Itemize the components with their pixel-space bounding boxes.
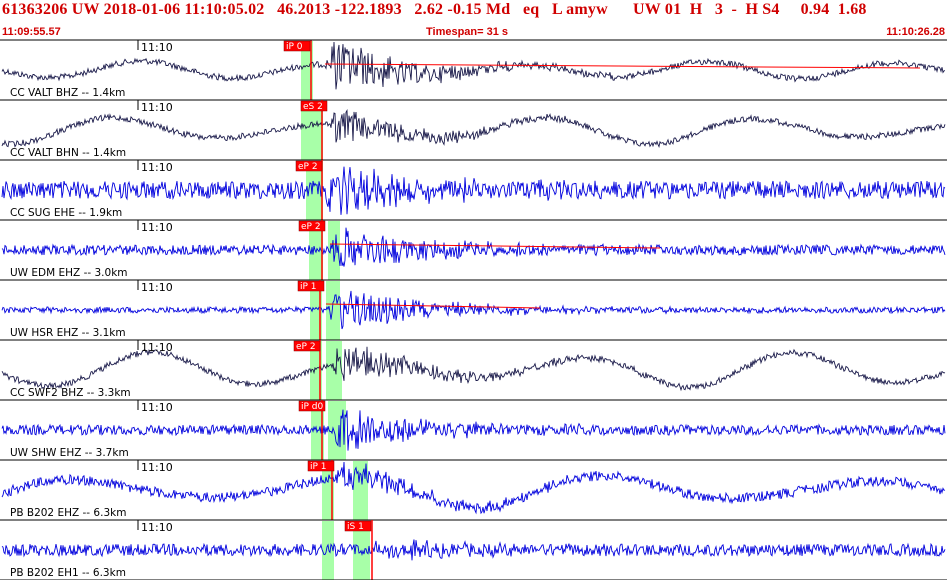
coda-line <box>329 243 661 249</box>
pick-marker[interactable] <box>298 400 326 412</box>
trace-panel[interactable]: 11:10 eP 2 UW EDM EHZ -- 3.0km <box>0 220 947 281</box>
pick-window <box>310 281 322 340</box>
event-summary: 61363206 UW 2018-01-06 11:10:05.02 46.20… <box>2 1 867 18</box>
waveform <box>1 227 946 267</box>
waveform <box>1 461 946 515</box>
timespan-label: Timespan= 31 s <box>426 26 509 38</box>
pick-label: eP 2 <box>298 162 318 172</box>
pick-label: iP d0 <box>301 402 324 412</box>
trace-panel[interactable]: 11:10 iP 1 UW HSR EHZ -- 3.1km <box>0 280 947 341</box>
waveform <box>1 290 946 330</box>
pick-marker[interactable] <box>300 100 328 112</box>
waveform <box>1 409 946 451</box>
trace-panel[interactable]: 11:10 iP 1 PB B202 EHZ -- 6.3km <box>0 460 947 521</box>
pick-marker[interactable] <box>344 520 372 532</box>
pick-label: iS 1 <box>347 522 364 532</box>
waveform <box>1 166 946 215</box>
station-label: CC SUG EHE -- 1.9km <box>10 207 122 219</box>
pick-label: eS 2 <box>303 102 323 112</box>
time-tick-label: 11:10 <box>141 521 173 534</box>
pick-window <box>322 461 334 520</box>
pick-marker[interactable] <box>295 160 323 172</box>
station-label: CC VALT BHZ -- 1.4km <box>10 87 125 99</box>
trace-panel[interactable]: 11:10 eS 2 CC VALT BHN -- 1.4km <box>0 100 947 161</box>
time-tick-label: 11:10 <box>141 341 173 354</box>
pick-window <box>328 401 346 460</box>
station-label: CC SWF2 BHZ -- 3.3km <box>10 387 131 399</box>
trace-panel[interactable]: 11:10 eP 2 CC SWF2 BHZ -- 3.3km <box>0 340 947 401</box>
station-label: PB B202 EHZ -- 6.3km <box>10 507 126 519</box>
pick-window <box>353 521 370 580</box>
coda-line <box>324 63 921 69</box>
station-label: UW HSR EHZ -- 3.1km <box>10 327 126 339</box>
time-tick-label: 11:10 <box>141 281 173 294</box>
pick-label: iP 1 <box>310 462 327 472</box>
pick-marker[interactable] <box>297 280 325 292</box>
pick-window <box>328 221 340 280</box>
time-tick-label: 11:10 <box>141 161 173 174</box>
station-label: CC VALT BHN -- 1.4km <box>10 147 126 159</box>
trace-panel[interactable]: 11:10 iP 0 CC VALT BHZ -- 1.4km <box>0 40 947 101</box>
pick-marker[interactable] <box>298 220 326 232</box>
time-tick-label: 11:10 <box>141 221 173 234</box>
waveform <box>1 539 946 561</box>
trace-panel[interactable]: 11:10 iP d0 UW SHW EHZ -- 3.7km <box>0 400 947 461</box>
waveform <box>1 41 946 90</box>
pick-window <box>322 521 334 580</box>
time-tick-label: 11:10 <box>141 461 173 474</box>
start-time: 11:09:55.57 <box>2 26 61 38</box>
pick-window <box>301 41 313 100</box>
time-tick-label: 11:10 <box>141 101 173 114</box>
coda-line <box>325 303 541 309</box>
station-label: UW EDM EHZ -- 3.0km <box>10 267 128 279</box>
pick-window <box>310 341 322 400</box>
pick-marker[interactable] <box>307 460 335 472</box>
waveform <box>1 109 946 149</box>
time-tick-label: 11:10 <box>141 401 173 414</box>
pick-window <box>306 161 323 220</box>
pick-window <box>326 281 340 340</box>
pick-label: iP 1 <box>300 282 317 292</box>
end-time: 11:10:26.28 <box>886 26 945 38</box>
station-label: UW SHW EHZ -- 3.7km <box>10 447 129 459</box>
pick-marker[interactable] <box>293 340 321 352</box>
trace-panel[interactable]: 11:10 iS 1 PB B202 EH1 -- 6.3km <box>0 520 947 580</box>
pick-marker[interactable] <box>283 40 311 52</box>
pick-label: eP 2 <box>296 342 316 352</box>
trace-panel[interactable]: 11:10 eP 2 CC SUG EHE -- 1.9km <box>0 160 947 221</box>
pick-label: eP 2 <box>301 222 321 232</box>
time-tick-label: 11:10 <box>141 41 173 54</box>
pick-label: iP 0 <box>286 42 303 52</box>
waveform <box>1 346 946 392</box>
station-label: PB B202 EH1 -- 6.3km <box>10 567 126 579</box>
event-header: 61363206 UW 2018-01-06 11:10:05.02 46.20… <box>0 0 947 24</box>
pick-window <box>309 221 323 280</box>
pick-window <box>301 101 323 160</box>
